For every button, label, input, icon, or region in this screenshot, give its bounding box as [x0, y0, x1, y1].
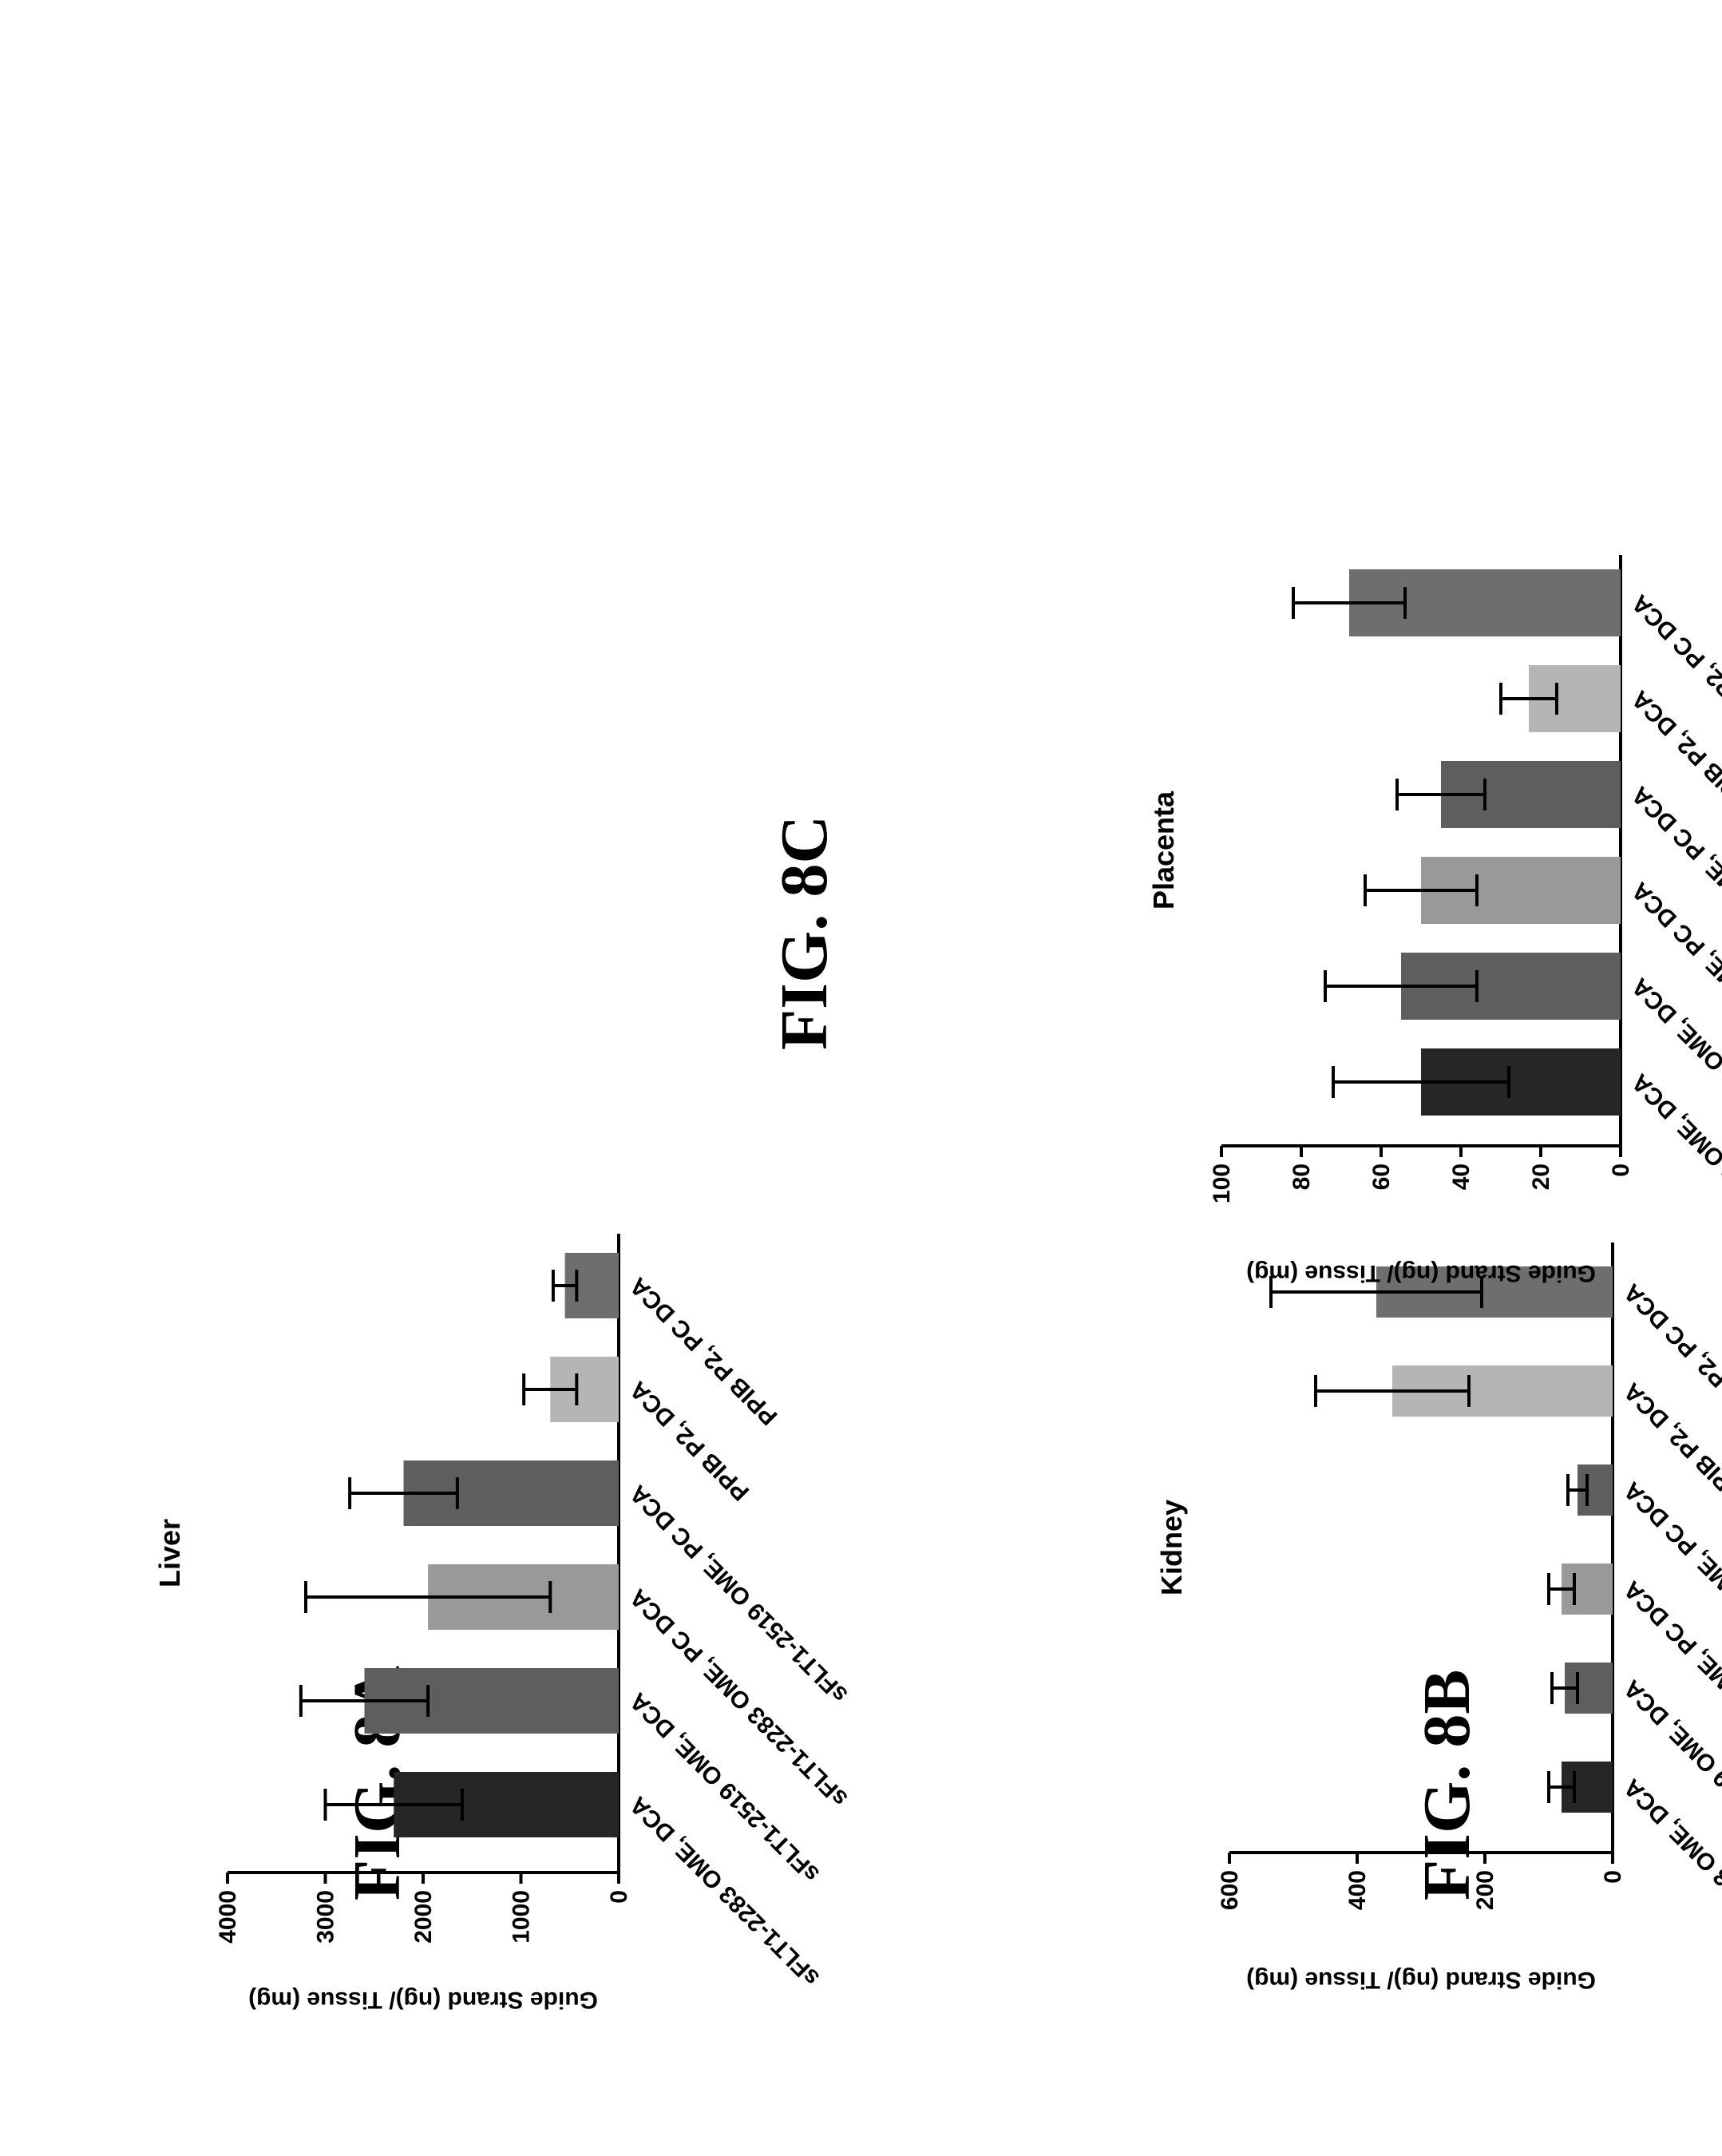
- liver-category-label: sFLT1-2519 OME, DCA: [625, 1687, 825, 1887]
- liver-bar: [550, 1357, 619, 1422]
- liver-category-label: sFLT1-2519 OME, PC DCA: [625, 1480, 853, 1708]
- liver-bar: [403, 1460, 619, 1526]
- kidney-bar: [1392, 1365, 1613, 1417]
- kidney-chart-title: Kidney: [1155, 1500, 1188, 1595]
- placenta-bar: [1401, 953, 1621, 1020]
- placenta-bar: [1421, 857, 1621, 924]
- placenta-bar: [1421, 1048, 1621, 1116]
- liver-y-tick-label: 3000: [313, 1890, 339, 1944]
- placenta-y-tick-label: 20: [1528, 1163, 1554, 1190]
- kidney-y-tick-label: 600: [1217, 1870, 1243, 1910]
- kidney-y-tick-label: 400: [1344, 1870, 1371, 1910]
- placenta-y-tick-label: 40: [1448, 1163, 1475, 1190]
- liver-chart-title: Liver: [153, 1519, 186, 1587]
- placenta-bar: [1529, 665, 1621, 732]
- placenta-bar: [1349, 569, 1621, 636]
- liver-y-axis-title: Guide Strand (ng)/ Tissue (mg): [248, 1987, 598, 2013]
- liver-y-tick-label: 1000: [509, 1890, 535, 1944]
- fig-8c-label: FIG. 8C: [767, 815, 841, 1050]
- kidney-bar: [1376, 1266, 1613, 1318]
- liver-category-label: sFLT1-2283 OME, PC DCA: [625, 1583, 853, 1812]
- liver-y-tick-label: 2000: [410, 1890, 437, 1944]
- liver-y-tick-label: 4000: [215, 1890, 241, 1944]
- liver-chart: Liver 4000 3000 2000 1000 0 Guide Strand (ng)/…: [153, 1234, 853, 2013]
- liver-bar: [564, 1253, 619, 1318]
- liver-bar: [394, 1772, 619, 1837]
- placenta-y-axis-title: Guide Strand (ng)/ Tissue (mg): [1246, 1260, 1596, 1286]
- fig-8b-label: FIG. 8B: [1410, 1670, 1484, 1900]
- placenta-y-tick-label: 0: [1608, 1163, 1634, 1177]
- placenta-y-tick-label: 100: [1209, 1163, 1235, 1203]
- placenta-chart-title: Placenta: [1147, 791, 1180, 910]
- liver-bar: [364, 1668, 619, 1734]
- placenta-y-tick-label: 60: [1368, 1163, 1395, 1190]
- kidney-category-label: sFLT1-2283 OME, DCA: [1619, 1774, 1722, 1973]
- placenta-chart: Placenta 100 80 60 40 20 0 Guide Strand (ng)/ T…: [1147, 555, 1722, 1286]
- kidney-y-tick-label: 0: [1600, 1870, 1626, 1884]
- kidney-y-axis-title: Guide Strand (ng)/ Tissue (mg): [1246, 1967, 1596, 1993]
- placenta-category-label: sFLT1-2283 OME, DCA: [1627, 1068, 1722, 1268]
- kidney-y-tick-label: 200: [1472, 1870, 1498, 1910]
- liver-category-label: sFLT1-2283 OME, DCA: [625, 1791, 825, 1991]
- placenta-y-tick-label: 80: [1289, 1163, 1315, 1190]
- liver-y-tick-label: 0: [606, 1890, 632, 1904]
- placenta-bar: [1441, 761, 1621, 828]
